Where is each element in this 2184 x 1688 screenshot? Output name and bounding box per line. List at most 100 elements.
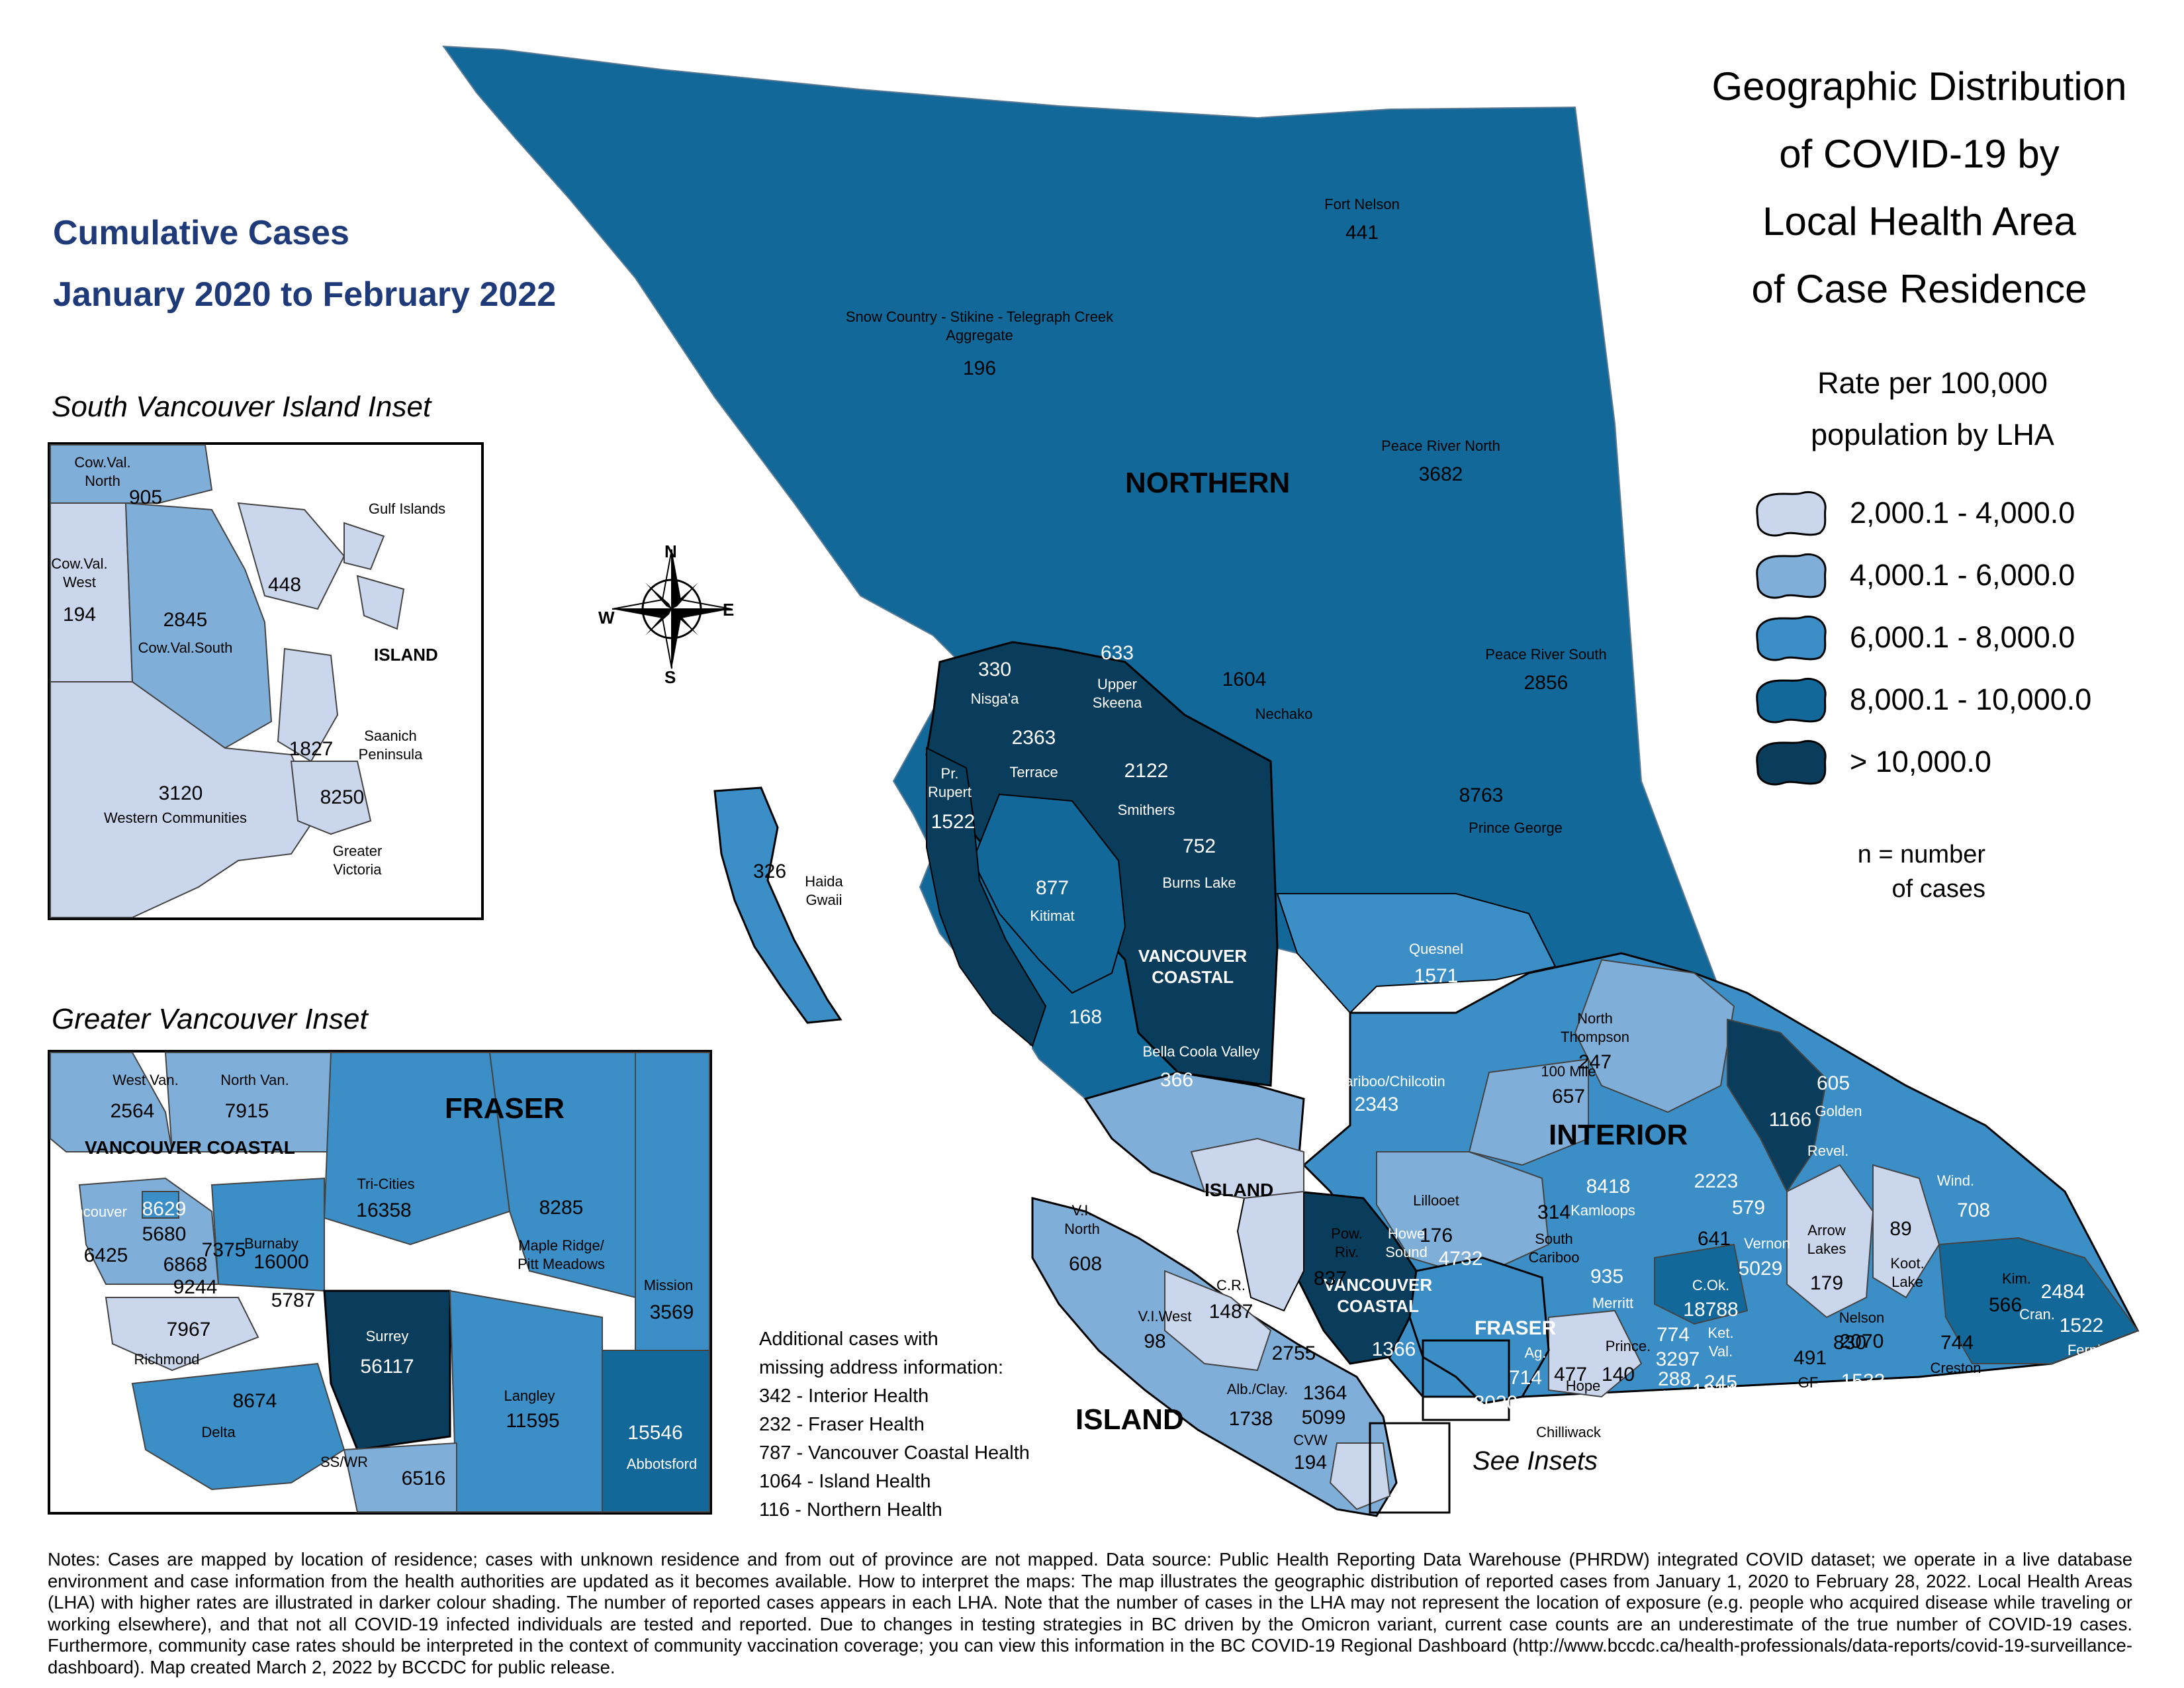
lha-cases: 8030 [1473,1392,1518,1414]
lha-name: Merritt [1592,1295,1634,1311]
lha-cases: 605 [1816,1072,1850,1094]
gv-name: West Van. [113,1072,179,1088]
legend-n-note-line2: of cases [1891,875,1985,903]
lha-name: Wind. [1936,1172,1975,1189]
lha-name: Lillooet [1413,1192,1459,1209]
gv-name: Abbotsford [626,1456,698,1472]
map-title-line3: Local Health Area [1762,199,2076,244]
lha-cases: 1522 [2059,1315,2104,1336]
lha-greater-victoria-shape [1329,1442,1391,1511]
gv-cases: 56117 [360,1356,414,1378]
lha-cases: 774 [1656,1324,1690,1346]
lha-name: Cariboo/Chilcotin [1334,1073,1445,1090]
lha-cases: 608 [1068,1253,1103,1275]
legend-item: 8,000.1 - 10,000.0 [1754,673,2091,726]
gv-name: Surrey [365,1328,409,1344]
compass-rose [612,549,732,669]
lha-cases: 98 [1144,1331,1166,1352]
lha-cases: 1366 [1371,1338,1416,1360]
lha-name: Fernie [2067,1342,2109,1358]
lha-name: Kitimat [1030,908,1075,924]
svi-cases: 194 [62,604,97,626]
lha-cases: 366 [1160,1069,1194,1091]
lha-cases: 176 [1419,1225,1453,1246]
lha-cases: 2755 [1271,1342,1316,1364]
lha-cases: 935 [1590,1266,1624,1288]
lha-cases: 3297 [1655,1348,1700,1370]
lha-cases: 194 [1293,1452,1328,1474]
lha-cases: 877 [1035,877,1069,899]
gv-cases: 5787 [271,1289,316,1311]
missing-heading-line1: Additional cases with [759,1329,938,1350]
svi-name: Saanich Peninsula [358,727,423,763]
gv-name: Vancouver [58,1203,127,1220]
lha-cases: 314 [1537,1201,1571,1223]
lha-arrow-lakes-shape [1786,1164,1874,1319]
legend-item: 6,000.1 - 8,000.0 [1754,611,2075,664]
svi-cases: 905 [128,487,163,508]
region-island-label-small: ISLAND [1205,1180,1274,1200]
legend-swatch [1754,614,1830,661]
svi-name: Greater Victoria [332,843,383,878]
lha-cases: 245 [1704,1372,1738,1393]
missing-address-block: Additional cases with missing address in… [759,1325,1030,1524]
lha-name: Cran. [2019,1306,2055,1323]
lha-name: Vernon [1744,1235,1790,1252]
lha-name: C.Ok. [1692,1277,1730,1293]
lha-cases: 1604 [1222,669,1267,690]
lha-name: Terrace [1009,764,1058,780]
lha-cases: 5099 [1301,1407,1346,1429]
lha-name: Fort Nelson [1324,196,1400,212]
svi-cases: 448 [267,574,302,596]
gv-cases: 7375 [201,1239,246,1261]
gv-inset-title: Greater Vancouver Inset [52,1003,368,1035]
legend-label: 8,000.1 - 10,000.0 [1850,682,2092,716]
lha-name: Arrow Lakes [1807,1222,1846,1257]
gv-cases: 5680 [142,1223,187,1245]
svi-name: Gulf Islands [368,500,446,517]
legend-item: 2,000.1 - 4,000.0 [1754,487,2075,539]
header-line1: Cumulative Cases [53,214,349,252]
lha-cases: 3682 [1418,463,1463,485]
region-quesnel [1276,893,1557,1014]
lha-cranbrook-fernie-shape [1938,1237,2139,1364]
lha-cases: 752 [1182,835,1216,857]
lha-cases: 744 [1940,1332,1974,1354]
gv-name: Tri-Cities [357,1176,415,1192]
lha-cases: 1166 [1768,1109,1812,1131]
missing-item: 342 - Interior Health [759,1385,929,1407]
region-vc-south [1296,1190,1418,1365]
see-insets-label: See Insets [1473,1446,1598,1476]
lha-cases: 326 [752,861,787,882]
region-northern-label: NORTHERN [1125,467,1291,499]
gv-inset-region-vc: VANCOUVER COASTAL [85,1137,295,1158]
legend-title-line1: Rate per 100,000 [1817,366,2048,400]
lha-cases: 477 [1553,1364,1588,1385]
lha-name: CVW [1293,1432,1328,1448]
header-line2: January 2020 to February 2022 [53,275,557,314]
region-vc-label-small: VANCOUVER COASTAL [1324,1275,1433,1316]
lha-cases: 288 [1657,1368,1692,1390]
legend-n-note-line1: n = number [1857,841,1985,868]
gv-name: Burnaby [244,1235,298,1252]
gv-inset [48,1050,712,1515]
footnote: Notes: Cases are mapped by location of r… [48,1549,2132,1677]
lha-name: Nechako [1255,706,1313,722]
region-interior-label: INTERIOR [1549,1119,1688,1151]
region-vc-label: VANCOUVER COASTAL [1138,946,1248,987]
gv-name: Mission [643,1277,694,1293]
region-fraser-shape [1408,1256,1550,1405]
lha-cases: 196 [962,357,997,379]
gv-cases: 7915 [224,1100,269,1122]
lha-campbell-river-shape [1164,1270,1272,1372]
lha-cases: 18788 [1683,1299,1739,1321]
legend-title: Rate per 100,000 population by LHA [1747,357,2118,461]
gv-cases: 11595 [506,1410,560,1432]
lha-name: Burns Lake [1162,874,1236,891]
gv-cases: 16358 [356,1199,412,1221]
lha-name: Pr. Rupert [927,765,972,800]
lha-cases: 140 [1601,1364,1635,1385]
gv-cases: 6516 [401,1468,446,1489]
gv-cases: 8285 [539,1197,584,1219]
